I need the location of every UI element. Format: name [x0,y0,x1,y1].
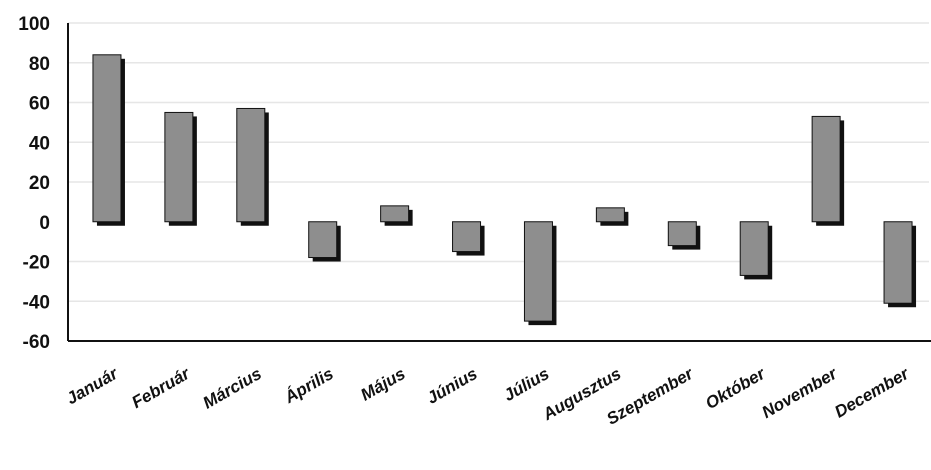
y-tick-label: 40 [29,133,50,154]
y-tick-label: -60 [23,332,50,353]
bar [883,221,917,308]
x-tick-label: Február [129,363,195,412]
gridlines [68,22,929,342]
axes [67,23,931,342]
bar [452,221,485,256]
bar-face [739,221,769,276]
x-tick-labels: Január Február Március Április Május Június Jú… [63,363,913,428]
x-tick-label: Április [281,364,337,407]
bar [739,221,773,280]
bar-face [236,107,266,223]
bar-face [164,111,194,223]
y-tick-label: 20 [29,173,50,194]
y-tick-label: -40 [23,292,50,313]
y-tick-label: -20 [23,253,50,274]
bar [811,115,845,226]
bar-face [811,115,841,223]
bar-face [308,221,338,259]
bar [92,54,125,226]
bar-face [883,221,913,304]
x-tick-label: December [831,363,913,421]
x-tick-label: Július [500,364,552,405]
bar-face [92,54,122,223]
y-tick-label: 0 [39,213,50,234]
y-tick-labels: 100 80 60 40 20 0 -20 -40 -60 [18,14,50,353]
bar [164,111,197,226]
bar [667,221,701,250]
bar-face [667,221,697,247]
bar [523,221,557,326]
bar-face [523,221,553,322]
x-tick-label: Május [357,364,408,405]
x-tick-label: Június [424,364,481,408]
y-tick-label: 80 [29,54,50,75]
bar-face [380,205,410,223]
y-tick-label: 60 [29,94,50,115]
bar-face [595,207,625,223]
bar [595,207,629,226]
bars [92,54,917,326]
x-tick-label: November [759,363,842,422]
x-tick-label: Január [63,363,122,408]
y-tick-label: 100 [18,14,50,35]
bar [380,205,413,226]
bar-face [452,221,482,253]
bar [236,107,269,226]
bar [308,221,341,262]
x-tick-label: Március [200,364,265,413]
